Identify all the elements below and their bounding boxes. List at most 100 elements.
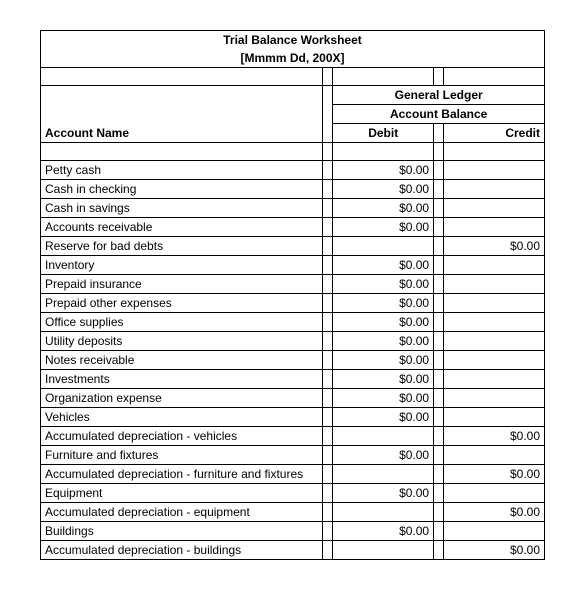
table-row: Prepaid other expenses$0.00 [41, 294, 545, 313]
table-row: Vehicles$0.00 [41, 408, 545, 427]
empty-cell [444, 68, 545, 86]
table-row: Petty cash$0.00 [41, 161, 545, 180]
empty-cell [323, 161, 333, 180]
credit-cell: $0.00 [444, 541, 545, 560]
empty-cell [434, 522, 444, 541]
empty-cell [444, 143, 545, 161]
debit-cell: $0.00 [333, 484, 434, 503]
table-row: Utility deposits $0.00 [41, 332, 545, 351]
account-name-cell: Cash in savings [41, 199, 323, 218]
debit-cell: $0.00 [333, 446, 434, 465]
table-row: Accumulated depreciation - furniture and… [41, 465, 545, 484]
empty-cell [323, 199, 333, 218]
credit-cell: $0.00 [444, 465, 545, 484]
credit-cell [444, 218, 545, 237]
empty-cell [434, 389, 444, 408]
empty-cell [323, 446, 333, 465]
empty-cell [434, 370, 444, 389]
account-name-cell: Inventory [41, 256, 323, 275]
debit-cell: $0.00 [333, 199, 434, 218]
debit-cell [333, 541, 434, 560]
empty-cell [323, 541, 333, 560]
empty-cell [323, 68, 333, 86]
empty-cell [434, 541, 444, 560]
empty-cell [323, 218, 333, 237]
debit-cell: $0.00 [333, 275, 434, 294]
table-row: Office supplies$0.00 [41, 313, 545, 332]
empty-cell [434, 351, 444, 370]
credit-cell: $0.00 [444, 503, 545, 522]
credit-cell: $0.00 [444, 237, 545, 256]
empty-cell [323, 522, 333, 541]
empty-cell [323, 294, 333, 313]
empty-cell [323, 351, 333, 370]
empty-cell [323, 332, 333, 351]
empty-cell [434, 408, 444, 427]
table-row: Accounts receivable $0.00 [41, 218, 545, 237]
worksheet-subtitle: [Mmmm Dd, 200X] [41, 49, 545, 68]
credit-cell [444, 370, 545, 389]
account-name-cell: Office supplies [41, 313, 323, 332]
table-row: Inventory$0.00 [41, 256, 545, 275]
credit-cell [444, 446, 545, 465]
table-row: Investments $0.00 [41, 370, 545, 389]
table-row: Furniture and fixtures $0.00 [41, 446, 545, 465]
account-name-cell: Utility deposits [41, 332, 323, 351]
empty-cell [434, 503, 444, 522]
empty-cell [434, 446, 444, 465]
debit-cell: $0.00 [333, 351, 434, 370]
worksheet-title: Trial Balance Worksheet [41, 31, 545, 50]
empty-cell [41, 86, 323, 105]
empty-cell [434, 332, 444, 351]
debit-cell: $0.00 [333, 218, 434, 237]
credit-cell [444, 313, 545, 332]
debit-cell: $0.00 [333, 370, 434, 389]
empty-cell [434, 275, 444, 294]
empty-cell [323, 370, 333, 389]
empty-cell [323, 313, 333, 332]
empty-cell [41, 105, 323, 124]
empty-cell [323, 237, 333, 256]
empty-cell [434, 256, 444, 275]
empty-cell [434, 484, 444, 503]
ledger-group-title: General Ledger [333, 86, 545, 105]
empty-cell [323, 124, 333, 143]
empty-cell [434, 465, 444, 484]
credit-cell [444, 389, 545, 408]
empty-cell [323, 143, 333, 161]
credit-cell [444, 161, 545, 180]
account-name-cell: Notes receivable [41, 351, 323, 370]
table-row: Notes receivable $0.00 [41, 351, 545, 370]
empty-cell [434, 294, 444, 313]
account-name-cell: Prepaid other expenses [41, 294, 323, 313]
account-name-cell: Accounts receivable [41, 218, 323, 237]
debit-cell [333, 237, 434, 256]
debit-cell [333, 503, 434, 522]
account-name-cell: Furniture and fixtures [41, 446, 323, 465]
table-row: Cash in savings $0.00 [41, 199, 545, 218]
empty-cell [434, 143, 444, 161]
table-row: Reserve for bad debts $0.00 [41, 237, 545, 256]
debit-cell: $0.00 [333, 180, 434, 199]
account-name-cell: Cash in checking [41, 180, 323, 199]
empty-cell [323, 503, 333, 522]
credit-cell [444, 294, 545, 313]
empty-cell [323, 275, 333, 294]
account-name-cell: Vehicles [41, 408, 323, 427]
account-name-cell: Investments [41, 370, 323, 389]
table-row: Accumulated depreciation - equipment$0.0… [41, 503, 545, 522]
empty-cell [323, 408, 333, 427]
account-name-cell: Reserve for bad debts [41, 237, 323, 256]
debit-cell: $0.00 [333, 332, 434, 351]
account-name-cell: Organization expense [41, 389, 323, 408]
account-name-cell: Prepaid insurance [41, 275, 323, 294]
account-name-cell: Accumulated depreciation - furniture and… [41, 465, 323, 484]
empty-cell [323, 484, 333, 503]
table-row: Cash in checking $0.00 [41, 180, 545, 199]
col-header-account: Account Name [41, 124, 323, 143]
ledger-group-sub: Account Balance [333, 105, 545, 124]
empty-cell [434, 427, 444, 446]
empty-cell [41, 143, 323, 161]
empty-cell [434, 161, 444, 180]
table-row: Prepaid insurance $0.00 [41, 275, 545, 294]
